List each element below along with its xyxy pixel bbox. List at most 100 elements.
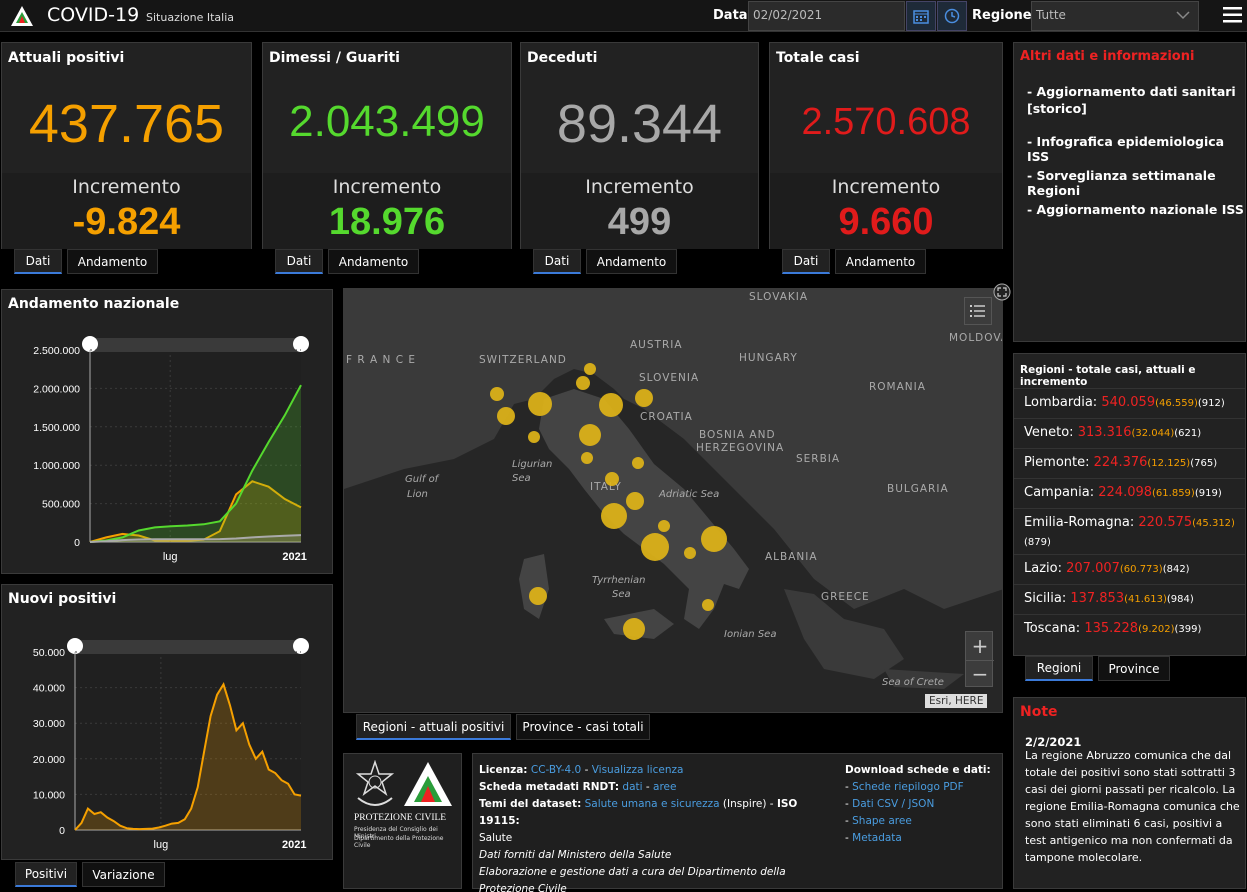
tab-andamento[interactable]: Andamento bbox=[67, 249, 158, 274]
tab-regioni-attuali-positivi[interactable]: Regioni - attuali positivi bbox=[356, 714, 511, 740]
tab-regioni[interactable]: Regioni bbox=[1025, 656, 1093, 681]
map-view[interactable]: SLOVAKIA F R A N C E SWITZERLAND AUSTRIA HUN… bbox=[343, 288, 1003, 713]
tab-positivi[interactable]: Positivi bbox=[15, 862, 77, 887]
region-row[interactable]: Veneto: 313.316(32.044)(621) bbox=[1014, 418, 1245, 448]
visualizza-licenza-link[interactable]: Visualizza licenza bbox=[591, 764, 684, 776]
region-row[interactable]: Campania: 224.098(61.859)(919) bbox=[1014, 478, 1245, 508]
region-bubble[interactable] bbox=[626, 492, 644, 510]
time-button[interactable] bbox=[937, 1, 967, 31]
region-bubble[interactable] bbox=[641, 533, 669, 561]
region-bubble[interactable] bbox=[497, 407, 515, 425]
region-bubble[interactable] bbox=[684, 547, 696, 559]
region-increment: (879) bbox=[1024, 537, 1051, 548]
tab-province[interactable]: Province bbox=[1098, 656, 1170, 681]
region-name: Sicilia: bbox=[1024, 591, 1067, 606]
zoom-out-button[interactable]: − bbox=[966, 660, 994, 688]
region-bubble[interactable] bbox=[490, 387, 504, 401]
range-slider-handle-right[interactable] bbox=[293, 336, 309, 352]
temi-link[interactable]: Salute umana e sicurezza bbox=[584, 798, 720, 810]
map-country-label: HERZEGOVINA bbox=[696, 442, 785, 454]
region-row[interactable]: Sicilia: 137.853(41.613)(984) bbox=[1014, 584, 1245, 614]
tab-province-casi-totali[interactable]: Province - casi totali bbox=[516, 714, 650, 740]
region-bubble[interactable] bbox=[635, 389, 653, 407]
calendar-button[interactable] bbox=[906, 1, 936, 31]
range-slider-handle-left[interactable] bbox=[82, 336, 98, 352]
region-bubble[interactable] bbox=[528, 431, 540, 443]
tab-dati[interactable]: Dati bbox=[782, 249, 830, 274]
region-bubble[interactable] bbox=[579, 424, 601, 446]
map-sea-label: Sea bbox=[512, 473, 531, 484]
y-tick-label: 10.000 bbox=[33, 789, 65, 801]
region-bubble[interactable] bbox=[601, 503, 627, 529]
region-row[interactable]: Piemonte: 224.376(12.125)(765) bbox=[1014, 448, 1245, 478]
temi-rest: (Inspire) - bbox=[722, 798, 774, 810]
map-sea-label: Sea of Crete bbox=[882, 677, 944, 688]
map-country-label: CROATIA bbox=[640, 411, 693, 423]
region-select[interactable]: Tutte bbox=[1031, 1, 1199, 31]
metadati-dati-link[interactable]: dati bbox=[622, 781, 643, 793]
region-bubble[interactable] bbox=[701, 526, 727, 552]
link-aggiornamento-dati[interactable]: - Aggiornamento dati sanitari [storico] bbox=[1027, 84, 1236, 116]
region-bubble[interactable] bbox=[632, 457, 644, 469]
region-row[interactable]: Emilia-Romagna: 220.575(45.312) (879) bbox=[1014, 508, 1245, 554]
download-csv-link[interactable]: Dati CSV / JSON bbox=[852, 798, 935, 810]
download-shape-link[interactable]: Shape aree bbox=[852, 815, 912, 827]
region-bubble[interactable] bbox=[702, 599, 714, 611]
region-row[interactable]: Lazio: 207.007(60.773)(842) bbox=[1014, 554, 1245, 584]
x-tick-label: lug bbox=[163, 551, 178, 563]
tab-variazione[interactable]: Variazione bbox=[82, 862, 165, 887]
tab-dati[interactable]: Dati bbox=[533, 249, 581, 274]
map-sea-label: Ligurian bbox=[512, 459, 553, 470]
licenza-label: Licenza: bbox=[479, 764, 528, 776]
y-tick-label: 30.000 bbox=[33, 718, 65, 730]
range-slider-track[interactable] bbox=[75, 640, 301, 654]
range-slider-handle-left[interactable] bbox=[67, 638, 83, 654]
chart-title: Andamento nazionale bbox=[8, 296, 180, 312]
tab-dati[interactable]: Dati bbox=[275, 249, 323, 274]
map-sea-label: Gulf of bbox=[405, 474, 439, 485]
zoom-in-button[interactable]: + bbox=[971, 634, 989, 658]
download-metadata-link[interactable]: Metadata bbox=[852, 832, 902, 844]
calendar-icon bbox=[913, 10, 929, 24]
map-sea-label: Adriatic Sea bbox=[659, 489, 720, 500]
region-total: 137.853 bbox=[1070, 591, 1125, 606]
metadati-aree-link[interactable]: aree bbox=[653, 781, 677, 793]
map-country-label: SLOVAKIA bbox=[749, 291, 809, 303]
region-bubble[interactable] bbox=[623, 618, 645, 640]
region-bubble[interactable] bbox=[529, 587, 547, 605]
hamburger-menu-icon[interactable] bbox=[1223, 6, 1242, 24]
link-aggiornamento-iss[interactable]: - Aggiornamento nazionale ISS bbox=[1027, 202, 1244, 217]
region-bubble[interactable] bbox=[576, 376, 590, 390]
tab-andamento[interactable]: Andamento bbox=[328, 249, 419, 274]
region-current: (12.125) bbox=[1147, 458, 1191, 469]
chevron-down-icon bbox=[1176, 11, 1190, 20]
link-sorveglianza[interactable]: - Sorveglianza settimanale Regioni bbox=[1027, 168, 1216, 198]
italian-emblem-icon bbox=[355, 760, 395, 806]
region-row[interactable]: Toscana: 135.228(9.202)(399) bbox=[1014, 614, 1245, 644]
region-total: 207.007 bbox=[1066, 561, 1120, 576]
region-bubble[interactable] bbox=[584, 363, 596, 375]
map-country-label: SLOVENIA bbox=[639, 372, 700, 384]
note-date: 2/2/2021 bbox=[1025, 735, 1082, 749]
range-slider-handle-right[interactable] bbox=[293, 638, 309, 654]
map-country-label: SWITZERLAND bbox=[479, 354, 567, 366]
map-sea-label: Ionian Sea bbox=[724, 629, 777, 640]
region-bubble[interactable] bbox=[581, 452, 593, 464]
tab-andamento[interactable]: Andamento bbox=[835, 249, 926, 274]
y-tick-label: 2.500.000 bbox=[33, 345, 80, 357]
org-name: PROTEZIONE CIVILE bbox=[354, 813, 447, 823]
range-slider-track[interactable] bbox=[90, 338, 301, 352]
region-bubble[interactable] bbox=[658, 520, 670, 532]
legend-button[interactable] bbox=[964, 297, 992, 325]
region-row[interactable]: Lombardia: 540.059(46.559)(912) bbox=[1014, 388, 1245, 418]
download-pdf-link[interactable]: Schede riepilogo PDF bbox=[852, 781, 964, 793]
region-bubble[interactable] bbox=[605, 472, 619, 486]
region-bubble[interactable] bbox=[599, 393, 623, 417]
link-infografica-iss[interactable]: - Infografica epidemiologica ISS bbox=[1027, 134, 1225, 164]
region-bubble[interactable] bbox=[528, 392, 552, 416]
tab-dati[interactable]: Dati bbox=[14, 249, 62, 274]
date-input[interactable]: 02/02/2021 bbox=[748, 1, 905, 31]
tab-andamento[interactable]: Andamento bbox=[586, 249, 677, 274]
licenza-link[interactable]: CC-BY-4.0 bbox=[530, 764, 582, 776]
expand-icon[interactable] bbox=[993, 283, 1011, 301]
